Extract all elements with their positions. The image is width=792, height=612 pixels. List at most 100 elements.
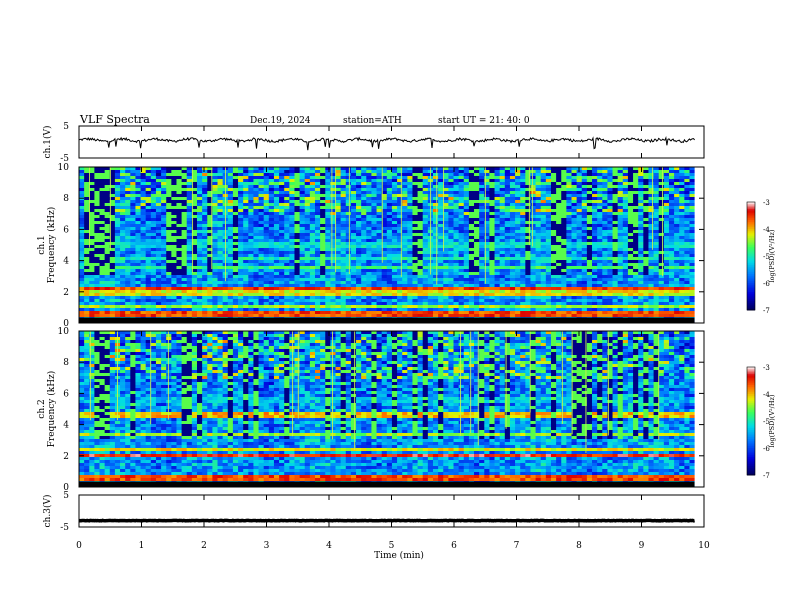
figure-title: VLF Spectra — [79, 113, 150, 126]
ch2-spectrogram-ytick-label: 10 — [58, 327, 70, 337]
ch1-spectrogram-colorbar-cell — [747, 268, 755, 271]
ch1-spectrogram-colorbar-cell — [747, 203, 755, 207]
ch1-spectrogram-colorbar-cell — [747, 239, 755, 243]
ch2-spectrogram-colorbar-cell — [747, 439, 755, 442]
ch1-spectrogram-colorbar-cell — [747, 272, 755, 275]
ch1-spectrogram-lf-band — [79, 317, 695, 323]
ch1-spectrogram-ytick-label: 10 — [58, 163, 70, 173]
ch2-spectrogram-colorbar-cell — [747, 374, 755, 377]
time-tick-label: 4 — [326, 541, 332, 551]
ch2-spectrogram-colorbar-cell — [747, 422, 755, 426]
time-tick-label: 8 — [576, 541, 582, 551]
ch1-spectrogram-colorbar-cell — [747, 286, 755, 289]
ch2-spectrogram-colorbar-cell — [747, 437, 755, 440]
ch2-spectrogram-colorbar-cell — [747, 390, 755, 393]
ch2-spectrogram-colorbar-cell — [747, 440, 755, 444]
ch1-spectrogram-colorbar-cell — [747, 220, 755, 223]
ch1-spectrogram-colorbar-cell — [747, 275, 755, 279]
ch2-spectrogram-colorbar-cell — [747, 406, 755, 409]
ch2-spectrogram-ytick-label: 4 — [63, 421, 69, 431]
ch2-spectrogram-ylabel: Frequency (kHz) — [46, 371, 57, 448]
ch1-spectrogram-colorbar-cell — [747, 290, 755, 293]
time-tick-label: 2 — [201, 541, 207, 551]
ch1-spectrogram-colorbar-cell — [747, 297, 755, 300]
ch1-spectrogram-colorbar-cell — [747, 295, 755, 298]
ch2-spectrogram-colorbar-cell — [747, 368, 755, 372]
ch2-spectrogram-colorbar-cell — [747, 381, 755, 384]
ch2-spectrogram-colorbar-cell — [747, 401, 755, 404]
ch3-waveform-ytick-label: 5 — [63, 491, 69, 501]
ch1-spectrogram-colorbar-cell — [747, 236, 755, 239]
ch1-spectrogram-colorbar-cell — [747, 250, 755, 253]
ch2-spectrogram-colorbar-tick: -6 — [763, 445, 770, 453]
ch3-waveform-ylabel: ch.3(V) — [42, 495, 53, 528]
ch1-spectrogram-colorbar-cell — [747, 230, 755, 234]
ch2-spectrogram-colorbar-cell — [747, 412, 755, 415]
time-tick-label: 3 — [264, 541, 270, 551]
ch1-spectrogram-colorbar-cell — [747, 284, 755, 288]
ch2-spectrogram-colorbar-cell — [747, 399, 755, 402]
ch2-spectrogram-lf-band — [79, 481, 695, 487]
ch2-spectrogram-colorbar-cell — [747, 377, 755, 381]
ch2-spectrogram-colorbar-cell — [747, 408, 755, 411]
ch2-spectrogram-colorbar-cell — [747, 457, 755, 460]
ch1-spectrogram-colorbar-cell — [747, 209, 755, 212]
ch1-spectrogram-colorbar-label: log(PSD)(V²/Hz) — [768, 229, 776, 282]
ch1-spectrogram-colorbar-cell — [747, 229, 755, 232]
ch2-spectrogram-colorbar-cell — [747, 448, 755, 451]
ch2-spectrogram-ytick-label: 0 — [63, 483, 69, 493]
ch1-spectrogram-colorbar-cell — [747, 243, 755, 246]
ch1-spectrogram-colorbar-cell — [747, 302, 755, 306]
ch1-spectrogram-colorbar-cell — [747, 265, 755, 268]
ch2-spectrogram-colorbar-cell — [747, 449, 755, 453]
ch2-spectrogram-colorbar-cell — [747, 383, 755, 386]
ch1-spectrogram-colorbar-cell — [747, 274, 755, 277]
ch1-spectrogram-colorbar-cell — [747, 308, 755, 311]
ch1-spectrogram-colorbar-cell — [747, 216, 755, 219]
time-tick-label: 10 — [698, 541, 710, 551]
ch1-spectrogram-ytick-label: 8 — [63, 194, 69, 204]
ch2-spectrogram-colorbar-tick: -3 — [763, 364, 770, 372]
x-axis-label: Time (min) — [374, 550, 424, 561]
ch2-spectrogram-colorbar-cell — [747, 451, 755, 454]
ch2-spectrogram-colorbar-cell — [747, 460, 755, 463]
ch2-spectrogram-colorbar-cell — [747, 430, 755, 433]
ch1-spectrogram-colorbar-cell — [747, 259, 755, 262]
ch1-spectrogram-ytick-label: 6 — [63, 225, 69, 235]
ch2-spectrogram-colorbar-tick: -7 — [763, 472, 770, 480]
ch2-spectrogram-colorbar-cell — [747, 433, 755, 436]
ch2-spectrogram-colorbar-cell — [747, 455, 755, 458]
ch2-spectrogram-colorbar-cell — [747, 370, 755, 373]
ch1-spectrogram-colorbar-cell — [747, 238, 755, 241]
ch2-spectrogram-colorbar-label: log(PSD)(V²/Hz) — [768, 394, 776, 447]
ch2-spectrogram-colorbar-tick: -4 — [763, 391, 770, 399]
ch2-spectrogram-colorbar-cell — [747, 471, 755, 474]
ch2-spectrogram-colorbar-cell — [747, 473, 755, 476]
ch2-spectrogram-colorbar-tick: -5 — [763, 418, 770, 426]
ch2-spectrogram-colorbar-cell — [747, 403, 755, 406]
ch2-spectrogram-colorbar-cell — [747, 413, 755, 417]
time-tick-label: 1 — [139, 541, 145, 551]
ch1-colorbar: -3 -4 -5 -6 -7 log(PSD)(V²/Hz) — [746, 199, 776, 315]
time-tick-label: 0 — [76, 541, 82, 551]
ch1-spectrogram-colorbar-cell — [747, 283, 755, 286]
ch2-spectrogram-colorbar-cell — [747, 417, 755, 420]
ch1-spectrogram-colorbar-cell — [747, 207, 755, 210]
ch1-spectrogram-colorbar-cell — [747, 257, 755, 261]
ch2-spectrogram-colorbar-frame — [746, 366, 756, 476]
ch1-spectrogram-colorbar-cell — [747, 301, 755, 304]
ch1-spectrogram-colorbar-cell — [747, 223, 755, 226]
ch1-spectrogram-colorbar-tick: -6 — [763, 280, 770, 288]
start-time-label: start UT = 21: 40: 0 — [438, 116, 530, 126]
ch2-spectrogram-colorbar-cell — [747, 467, 755, 471]
ch1-waveform-ytick-label: -5 — [60, 154, 69, 164]
ch1-spectrogram-colorbar-cell — [747, 234, 755, 237]
ch2-spectrogram-colorbar-cell — [747, 394, 755, 397]
ch3-waveform-panel: 5 -5 ch.3(V) — [42, 491, 705, 533]
ch1-spectrogram-colorbar-cell — [747, 202, 755, 205]
ch2-spectrogram-colorbar-cell — [747, 385, 755, 388]
ch1-spectrogram-colorbar-cell — [747, 248, 755, 252]
ch1-spectrogram-colorbar-frame — [746, 201, 756, 311]
station-label: station=ATH — [343, 116, 402, 126]
